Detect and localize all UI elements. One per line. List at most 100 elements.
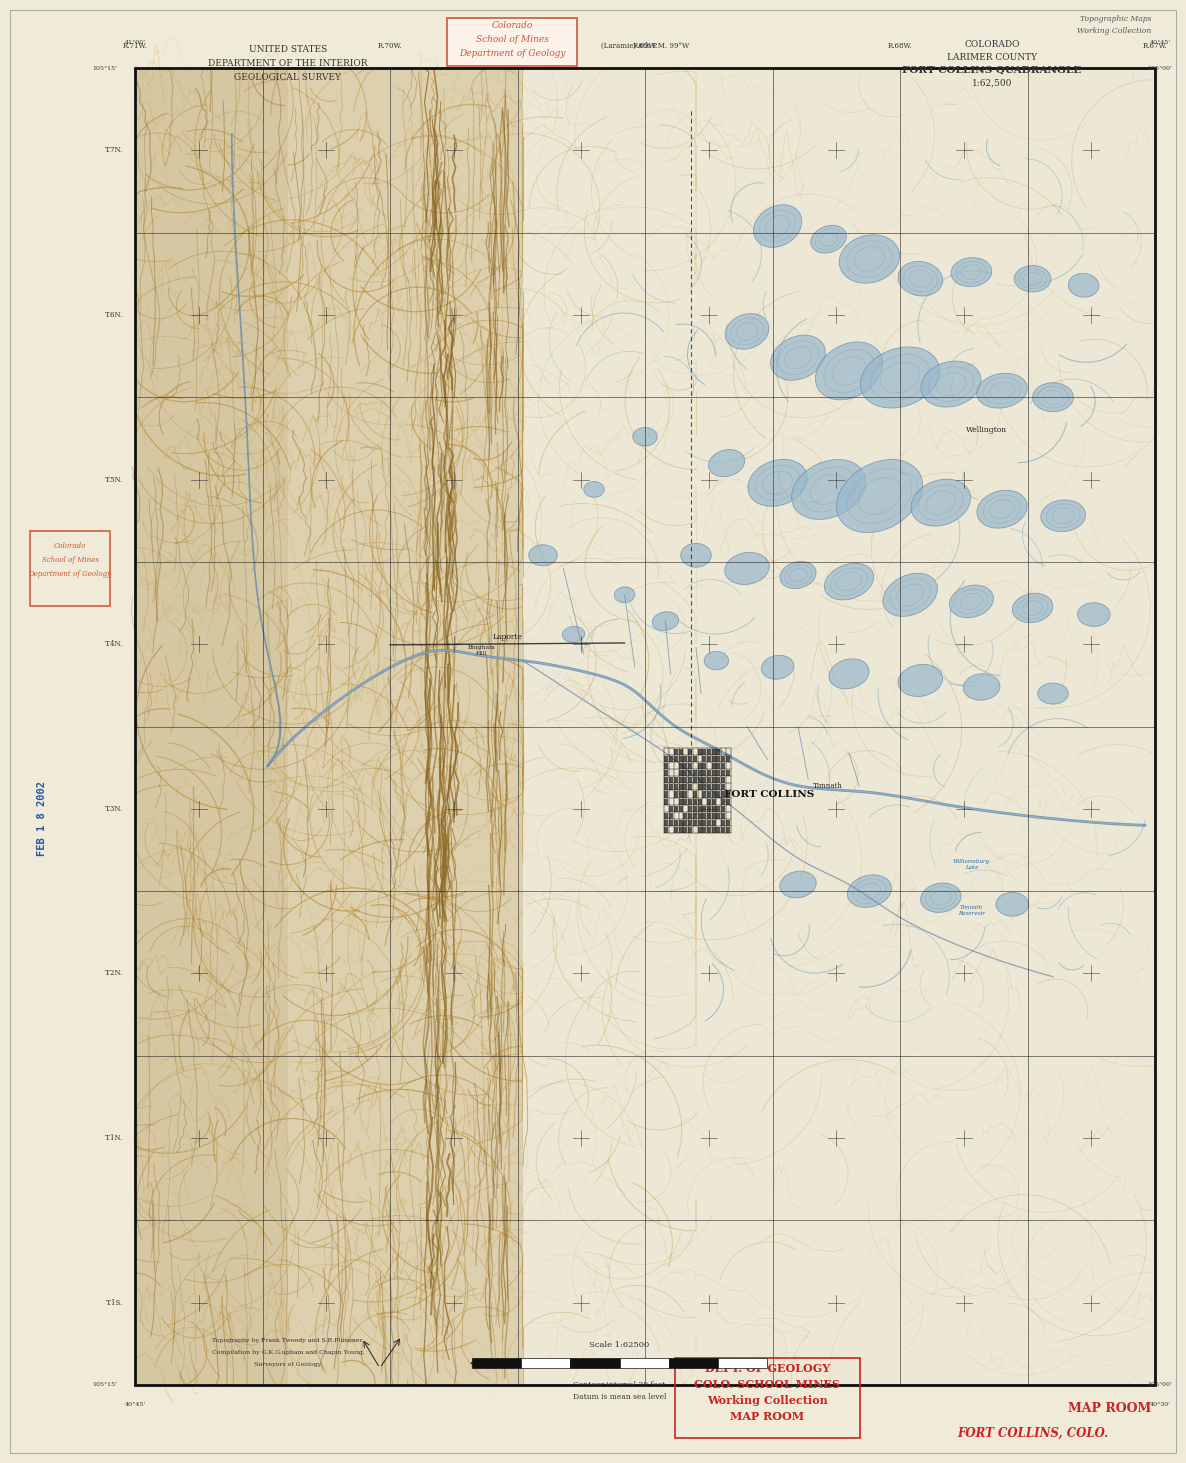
Ellipse shape	[811, 225, 847, 253]
Bar	[688, 806, 693, 812]
Text: Colorado: Colorado	[492, 22, 533, 31]
Text: GEOLOGICAL SURVEY: GEOLOGICAL SURVEY	[235, 73, 342, 82]
Bar	[697, 819, 702, 827]
Text: Working Collection: Working Collection	[707, 1394, 828, 1406]
Text: MAP ROOM: MAP ROOM	[731, 1410, 804, 1422]
Ellipse shape	[584, 481, 604, 497]
Bar	[707, 819, 712, 827]
Text: T.1N.: T.1N.	[104, 1134, 123, 1143]
Bar	[721, 777, 725, 783]
Bar	[674, 819, 678, 827]
Bar	[716, 749, 721, 755]
Text: 40°30': 40°30'	[1149, 1403, 1171, 1407]
Bar	[697, 806, 702, 812]
Ellipse shape	[1038, 683, 1069, 704]
Ellipse shape	[1033, 383, 1073, 411]
Text: T.2N.: T.2N.	[104, 970, 123, 977]
Text: Williamsburg
Lake: Williamsburg Lake	[952, 859, 990, 870]
Ellipse shape	[748, 459, 808, 506]
Bar	[721, 756, 725, 762]
Ellipse shape	[1041, 500, 1085, 531]
Ellipse shape	[780, 562, 816, 588]
Bar	[702, 806, 707, 812]
Bar	[669, 777, 674, 783]
Bar	[678, 777, 683, 783]
Text: 40°45': 40°45'	[1149, 41, 1171, 45]
Bar	[726, 827, 729, 832]
Bar	[716, 791, 721, 797]
Bar	[726, 819, 729, 827]
Text: (Laramie) 6th P.M. 99°W: (Laramie) 6th P.M. 99°W	[601, 42, 689, 50]
Ellipse shape	[920, 884, 961, 913]
Text: Department of Geology: Department of Geology	[28, 571, 111, 578]
Bar	[683, 827, 688, 832]
Bar	[702, 819, 707, 827]
Bar	[678, 827, 683, 832]
Bar	[697, 762, 702, 770]
Ellipse shape	[529, 544, 557, 566]
Bar	[712, 756, 716, 762]
Bar	[619, 1358, 669, 1368]
Ellipse shape	[725, 313, 769, 350]
Text: Scale 1:62500: Scale 1:62500	[589, 1342, 650, 1349]
Bar	[726, 791, 729, 797]
Bar	[674, 756, 678, 762]
Bar	[683, 784, 688, 790]
Bar	[726, 770, 729, 775]
Bar	[664, 813, 669, 819]
Bar	[693, 756, 697, 762]
Bar	[664, 770, 669, 775]
Ellipse shape	[836, 459, 923, 533]
Ellipse shape	[829, 658, 869, 689]
Bar	[716, 762, 721, 770]
Bar	[707, 770, 712, 775]
Bar	[669, 756, 674, 762]
Bar	[688, 777, 693, 783]
Bar	[693, 799, 697, 805]
Text: Working Collection: Working Collection	[1077, 26, 1150, 35]
Text: 105°15': 105°15'	[93, 1383, 117, 1387]
Ellipse shape	[779, 870, 816, 898]
Bar	[716, 784, 721, 790]
Bar	[678, 806, 683, 812]
Ellipse shape	[996, 892, 1028, 916]
Bar	[678, 762, 683, 770]
Text: DEPT. OF GEOLOGY: DEPT. OF GEOLOGY	[704, 1362, 830, 1374]
Bar	[674, 777, 678, 783]
Text: Department of Geology: Department of Geology	[459, 50, 566, 59]
Ellipse shape	[963, 674, 1000, 701]
Ellipse shape	[816, 342, 882, 399]
Ellipse shape	[977, 490, 1027, 528]
Text: School of Mines: School of Mines	[476, 35, 549, 44]
Bar	[570, 1358, 619, 1368]
Bar	[688, 762, 693, 770]
Text: Surveyors of Geology.: Surveyors of Geology.	[254, 1362, 323, 1366]
Bar	[683, 777, 688, 783]
Bar	[707, 777, 712, 783]
Bar	[712, 819, 716, 827]
Text: MAP ROOM: MAP ROOM	[1067, 1402, 1150, 1415]
Text: Bingham
Hill: Bingham Hill	[467, 645, 496, 655]
Bar	[697, 813, 702, 819]
Ellipse shape	[1013, 594, 1053, 623]
Text: 105°15': 105°15'	[93, 66, 117, 70]
Bar	[702, 749, 707, 755]
Text: T.3N.: T.3N.	[104, 805, 123, 813]
Bar	[683, 813, 688, 819]
Bar	[697, 777, 702, 783]
Text: FORT COLLINS QUADRANGLE: FORT COLLINS QUADRANGLE	[903, 66, 1082, 75]
Bar	[678, 784, 683, 790]
Ellipse shape	[884, 573, 937, 616]
Bar	[688, 799, 693, 805]
Bar	[693, 791, 697, 797]
Bar	[30, 531, 110, 606]
Text: T.7N.: T.7N.	[104, 146, 123, 154]
Bar	[707, 799, 712, 805]
Bar	[712, 762, 716, 770]
Bar	[664, 762, 669, 770]
Bar	[721, 762, 725, 770]
Bar	[707, 784, 712, 790]
Bar	[135, 67, 288, 1385]
Text: 40°45': 40°45'	[125, 1403, 146, 1407]
Bar	[664, 784, 669, 790]
